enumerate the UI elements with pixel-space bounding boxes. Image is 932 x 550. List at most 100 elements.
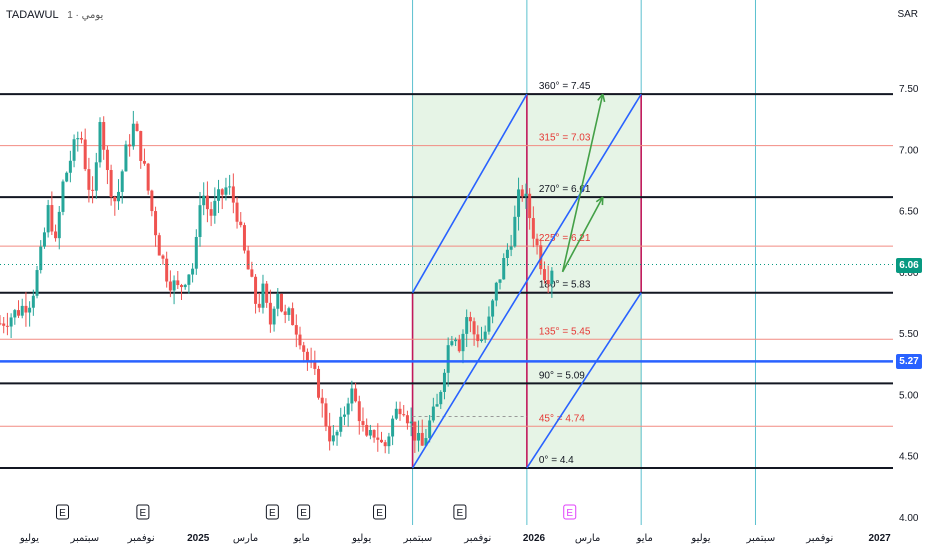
- candle-body: [405, 415, 409, 424]
- candle-body: [194, 236, 198, 269]
- candle-body: [491, 300, 495, 317]
- candle-body: [272, 308, 276, 325]
- candle-body: [472, 321, 476, 335]
- x-tick-label: 2025: [187, 533, 210, 544]
- x-tick-label: يوليو: [690, 533, 710, 544]
- candle-body: [9, 317, 13, 327]
- candle-body: [179, 285, 183, 288]
- earnings-marker: E: [265, 504, 279, 520]
- candle-body: [50, 205, 54, 232]
- candle-body: [372, 430, 376, 438]
- candle-body: [198, 205, 202, 237]
- candle-body: [205, 195, 209, 210]
- candle-body: [231, 186, 235, 203]
- candle-body: [531, 218, 535, 239]
- level-label: 225° = 6.21: [539, 233, 591, 244]
- candle-body: [435, 404, 439, 407]
- candle-body: [431, 406, 435, 421]
- earnings-marker: E: [453, 504, 467, 520]
- candle-body: [42, 232, 46, 247]
- earnings-marker: E: [56, 504, 70, 520]
- candle-body: [176, 280, 180, 286]
- candle-body: [0, 323, 2, 325]
- interval-label: يومي · 1: [67, 10, 104, 21]
- candle-body: [339, 416, 343, 432]
- candle-body: [83, 139, 87, 170]
- candle-body: [505, 249, 509, 259]
- x-tick-label: مارس: [575, 533, 600, 544]
- candle-body: [402, 414, 406, 416]
- candle-body: [379, 439, 383, 443]
- y-tick-label: 4.50: [899, 452, 919, 463]
- y-axis: 4.00 4.50 5.00 5.50 6.00 6.50 7.00 7.50: [899, 84, 919, 524]
- candle-body: [142, 160, 146, 164]
- candle-body: [94, 162, 98, 191]
- arrow-head: [595, 196, 604, 206]
- projection-arrow: [561, 196, 604, 273]
- candle-body: [368, 430, 372, 436]
- candle-body: [98, 122, 102, 163]
- candle-body: [283, 311, 287, 315]
- candle-body: [365, 424, 369, 436]
- candle-body: [420, 432, 424, 446]
- candle-body: [439, 391, 443, 405]
- candle-body: [76, 138, 80, 140]
- candle-body: [246, 250, 250, 270]
- candle-body: [317, 368, 321, 398]
- x-tick-label: سبتمبر: [403, 533, 433, 544]
- candle-body: [24, 305, 28, 313]
- candles: [0, 110, 554, 454]
- candle-body: [202, 195, 206, 206]
- candle-body: [302, 345, 306, 352]
- candle-body: [54, 231, 58, 239]
- candle-body: [254, 276, 258, 304]
- candle-body: [454, 339, 458, 342]
- price-tag: 5.27: [896, 354, 922, 370]
- candle-body: [428, 420, 432, 439]
- level-label: 315° = 7.03: [539, 133, 591, 144]
- candle-body: [235, 202, 239, 222]
- x-tick-label: نوفمبر: [127, 533, 155, 544]
- candle-body: [191, 268, 195, 275]
- y-tick-label: 5.00: [899, 390, 919, 401]
- candle-body: [354, 388, 358, 402]
- candle-body: [287, 308, 291, 315]
- candle-body: [457, 339, 461, 352]
- y-tick-label: 7.00: [899, 145, 919, 156]
- candle-body: [113, 197, 117, 202]
- candle-body: [217, 189, 221, 201]
- candle-body: [61, 181, 65, 212]
- price-tag: 6.06: [896, 257, 922, 273]
- candle-body: [146, 163, 150, 191]
- candle-body: [87, 169, 91, 190]
- x-tick-label: يوليو: [19, 533, 39, 544]
- candle-body: [424, 438, 428, 446]
- candle-body: [305, 351, 309, 362]
- candle-body: [157, 235, 161, 256]
- candle-body: [72, 139, 76, 161]
- x-tick-label: سبتمبر: [745, 533, 775, 544]
- candle-body: [154, 211, 158, 236]
- candle-body: [57, 211, 61, 239]
- candle-body: [291, 308, 295, 326]
- level-label: 270° = 6.61: [539, 184, 591, 195]
- candle-body: [546, 279, 550, 284]
- earnings-box: [297, 504, 311, 520]
- candle-body: [324, 403, 328, 427]
- y-tick-label: 7.50: [899, 84, 919, 95]
- candle-body: [494, 282, 498, 301]
- candle-body: [524, 193, 528, 197]
- earnings-box: [453, 504, 467, 520]
- earnings-letter: E: [376, 508, 383, 519]
- overlay-lines: [0, 93, 893, 469]
- candle-body: [387, 436, 391, 447]
- candle-body: [342, 414, 346, 417]
- candle-body: [446, 345, 450, 373]
- earnings-letter: E: [269, 508, 276, 519]
- candle-body: [294, 325, 298, 335]
- candle-body: [313, 362, 317, 369]
- earnings-marker: E: [563, 504, 577, 520]
- candle-body: [187, 274, 191, 285]
- candle-body: [298, 334, 302, 346]
